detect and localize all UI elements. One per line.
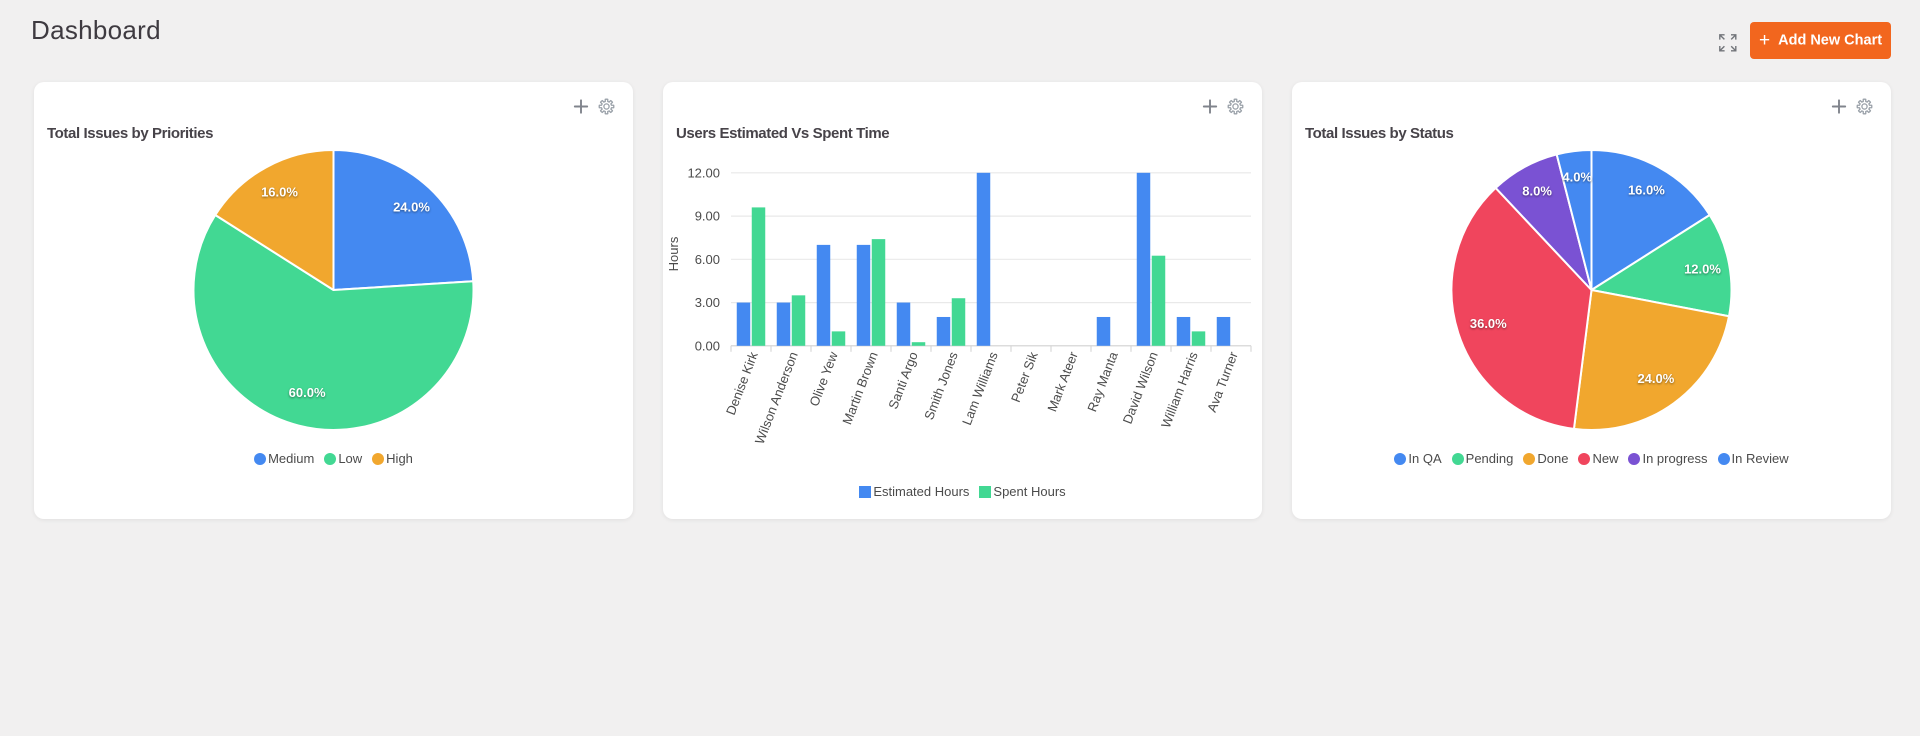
svg-text:9.00: 9.00	[695, 209, 720, 224]
svg-text:Lam Williams: Lam Williams	[959, 349, 1001, 427]
svg-text:0.00: 0.00	[695, 338, 720, 353]
svg-text:Olive Yew: Olive Yew	[806, 349, 841, 408]
svg-text:Wilson Anderson: Wilson Anderson	[752, 350, 801, 446]
svg-text:24.0%: 24.0%	[393, 199, 430, 214]
svg-text:Martin Brown: Martin Brown	[839, 350, 880, 427]
svg-text:Smith Jones: Smith Jones	[921, 349, 961, 422]
svg-text:16.0%: 16.0%	[261, 184, 298, 199]
svg-text:3.00: 3.00	[695, 295, 720, 310]
svg-text:6.00: 6.00	[695, 252, 720, 267]
svg-text:Denise Kirk: Denise Kirk	[723, 349, 761, 417]
svg-text:Santi Argo: Santi Argo	[885, 350, 921, 411]
svg-text:Peter Sik: Peter Sik	[1008, 349, 1041, 404]
svg-text:David Wilson: David Wilson	[1120, 350, 1161, 426]
svg-text:12.0%: 12.0%	[1684, 261, 1721, 276]
svg-text:12.00: 12.00	[687, 165, 720, 180]
svg-text:24.0%: 24.0%	[1637, 371, 1674, 386]
svg-text:Hours: Hours	[666, 236, 681, 271]
svg-text:8.0%: 8.0%	[1522, 184, 1552, 199]
svg-text:36.0%: 36.0%	[1470, 316, 1507, 331]
svg-text:Ray Manta: Ray Manta	[1084, 349, 1121, 414]
svg-text:Ava Turner: Ava Turner	[1204, 349, 1241, 414]
svg-text:60.0%: 60.0%	[289, 385, 326, 400]
svg-text:William Harris: William Harris	[1158, 349, 1201, 430]
svg-text:Mark Ateer: Mark Ateer	[1044, 349, 1081, 414]
svg-text:16.0%: 16.0%	[1628, 183, 1665, 198]
svg-text:4.0%: 4.0%	[1562, 169, 1592, 184]
